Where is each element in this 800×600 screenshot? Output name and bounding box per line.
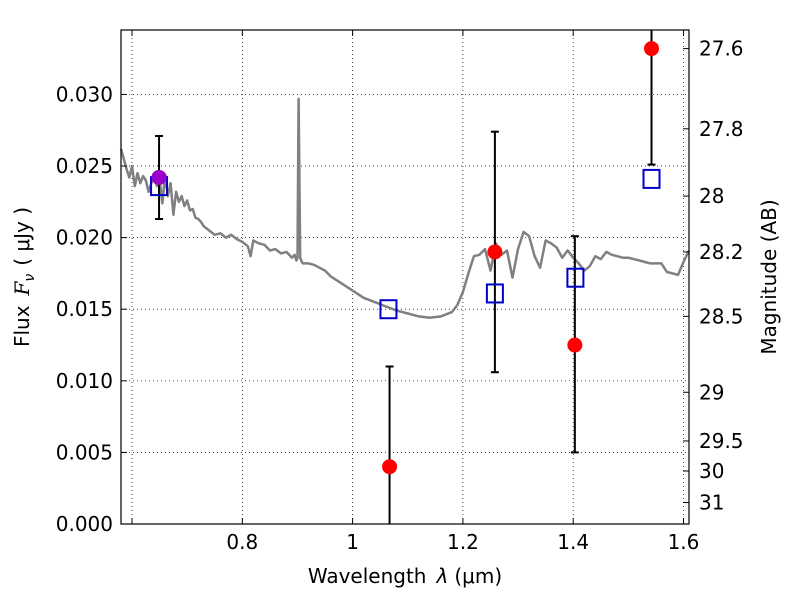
y2-tick-label: 29.5 [699,429,744,453]
plot-frame [120,29,690,525]
y-axis-label: Flux Fν ( μJy ) [10,207,38,347]
spectrum-line [119,97,691,320]
grid [121,30,689,525]
y-tick-label: 0.025 [56,154,113,178]
model-square [566,267,585,288]
y2-tick-label: 31 [699,491,724,515]
y-tick-label: 0.030 [56,82,113,106]
y-tick-label: 0.015 [56,297,113,321]
highlight-point [151,169,167,185]
points-layer [150,41,661,475]
x-axis-label: Wavelength λ (μm) [308,564,502,588]
y2-axis-label: Magnitude (AB) [757,199,781,354]
spectrum-layer [119,97,691,320]
data-point [487,244,503,260]
y-axis-subscript: ν [22,274,38,282]
x-tick-label: 0.8 [226,530,258,554]
model-square [379,299,398,320]
y2-tick-label: 30 [699,459,724,483]
y-tick-label: 0.005 [56,440,113,464]
x-tick-label: 1.4 [557,530,589,554]
x-axis-label-text: Wavelength [308,564,427,588]
y2-tick-label: 29 [699,380,724,404]
y2-tick-label: 28.2 [699,240,744,264]
x-tick-label: 1.6 [668,530,700,554]
x-tick-label: 1.2 [447,530,479,554]
y2-tick-label: 28.5 [699,304,744,328]
y-tick-label: 0.010 [56,369,113,393]
data-point [644,41,660,57]
model-square [485,283,504,304]
y-axis-unit: ( μJy ) [10,207,34,266]
errorbar-layer [155,30,656,524]
y2-tick-label: 27.8 [699,117,744,141]
y2-tick-label: 27.6 [699,37,744,61]
y2-tick-label: 28 [699,184,724,208]
y-axis-symbol: F [10,280,34,296]
y-tick-label: 0.000 [56,512,113,536]
y-axis-label-text: Flux [10,305,34,347]
x-axis-unit: (μm) [454,564,502,588]
x-tick-label: 1 [346,530,359,554]
x-axis-symbol: λ [436,564,449,588]
y-tick-label: 0.020 [56,226,113,250]
model-square [642,168,661,189]
data-point [382,459,398,475]
data-point [567,337,583,353]
ticks-layer: 0.8 1 1.2 1.4 1.6 0.000 0.005 0.010 0.015 0.020 0.… [56,30,744,554]
